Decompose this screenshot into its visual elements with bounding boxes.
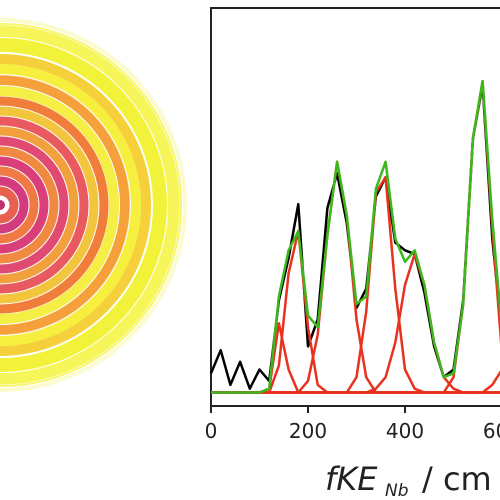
x-tick-label: 0	[205, 419, 218, 443]
x-axis-label-sub: Nb	[385, 481, 409, 500]
x-axis-label: fKE Nb / cm	[325, 460, 492, 500]
x-tick-label: 400	[386, 419, 424, 443]
x-axis-label-main: fKE	[325, 460, 378, 498]
series-line	[211, 79, 500, 394]
x-tick-label: 200	[289, 419, 327, 443]
plot-area: 0 200 400 600	[205, 7, 500, 443]
axis-frame	[210, 7, 500, 407]
x-axis-label-unit: / cm	[422, 460, 492, 498]
series-line	[211, 252, 500, 394]
vmi-image	[0, 18, 187, 392]
x-tick-label: 600	[483, 419, 500, 443]
